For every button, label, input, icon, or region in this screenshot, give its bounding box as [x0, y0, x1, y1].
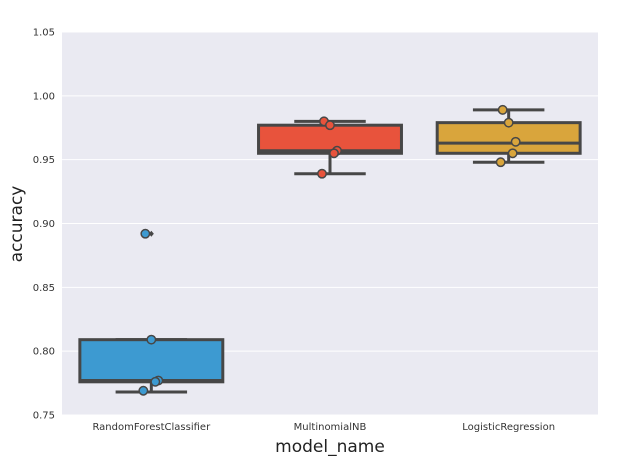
- y-tick-labels: 0.75 0.80 0.85 0.90 0.95 1.00 1.05: [33, 28, 55, 422]
- data-point: [503, 117, 514, 128]
- y-tick-label: 0.85: [33, 283, 55, 294]
- data-point: [150, 376, 161, 387]
- box-group-RandomForestClassifier: [78, 228, 225, 396]
- box-plots: [78, 104, 582, 396]
- data-point: [497, 104, 508, 115]
- y-tick-label: 0.80: [33, 347, 55, 358]
- box-group-MultinomialNB: [257, 116, 403, 179]
- y-tick-label: 0.75: [33, 411, 55, 422]
- data-point: [507, 148, 518, 159]
- box: [435, 121, 582, 155]
- data-point: [317, 168, 327, 179]
- x-tick-label: LogisticRegression: [462, 422, 555, 433]
- x-tick-label: RandomForestClassifier: [92, 422, 211, 433]
- y-tick-label: 0.95: [33, 155, 55, 166]
- data-point: [329, 148, 339, 159]
- x-tick-label: MultinomialNB: [294, 422, 367, 433]
- y-tick-label: 1.05: [33, 28, 55, 39]
- data-point: [146, 334, 157, 345]
- y-axis-label: accuracy: [7, 186, 27, 263]
- data-point: [140, 228, 151, 239]
- data-point: [325, 120, 335, 131]
- box: [78, 338, 225, 384]
- outlier-marker: [148, 230, 154, 237]
- y-tick-label: 1.00: [33, 91, 55, 102]
- y-tick-label: 0.90: [33, 219, 55, 230]
- data-point: [138, 385, 149, 396]
- x-tick-labels: RandomForestClassifier MultinomialNB Logis…: [92, 422, 555, 433]
- x-axis-label: model_name: [275, 437, 385, 457]
- data-point: [510, 136, 521, 147]
- box-group-LogisticRegression: [435, 104, 582, 168]
- data-point: [495, 157, 506, 168]
